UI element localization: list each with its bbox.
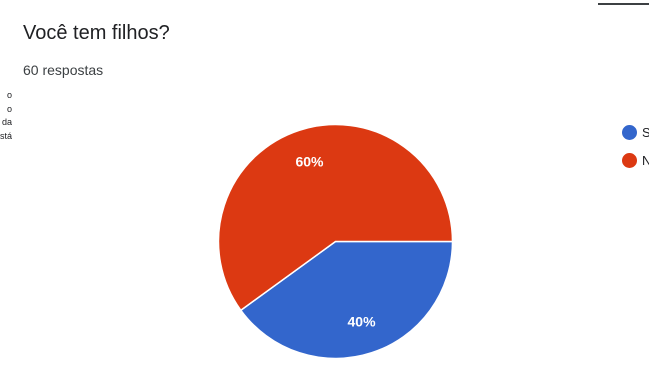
pie-slice-labels: 40% 60% — [295, 153, 376, 329]
chart-legend: S N — [622, 124, 649, 180]
left-fragment: o — [6, 90, 12, 100]
question-title: Você tem filhos? — [23, 22, 170, 44]
response-count: 60 respostas — [23, 62, 104, 78]
left-fragment: stá — [0, 130, 12, 141]
legend-item-sim[interactable]: S — [622, 124, 649, 140]
pie-slice-sim[interactable] — [239, 240, 454, 360]
left-fragment: o — [6, 103, 12, 114]
legend-swatch-sim — [622, 124, 637, 140]
legend-swatch-nao — [622, 152, 637, 168]
pie-label-sim: 40% — [348, 314, 377, 330]
left-fragment: da — [1, 117, 12, 127]
legend-item-nao[interactable]: N — [622, 152, 649, 168]
legend-label-sim: S — [642, 124, 649, 140]
top-rule — [598, 3, 649, 5]
left-panel-fragments: o o da stá — [0, 89, 12, 143]
legend-label-nao: N — [642, 152, 649, 168]
pie-slice-no[interactable] — [217, 123, 454, 312]
pie-slices — [217, 123, 454, 360]
pie-label-no: 60% — [295, 153, 324, 169]
